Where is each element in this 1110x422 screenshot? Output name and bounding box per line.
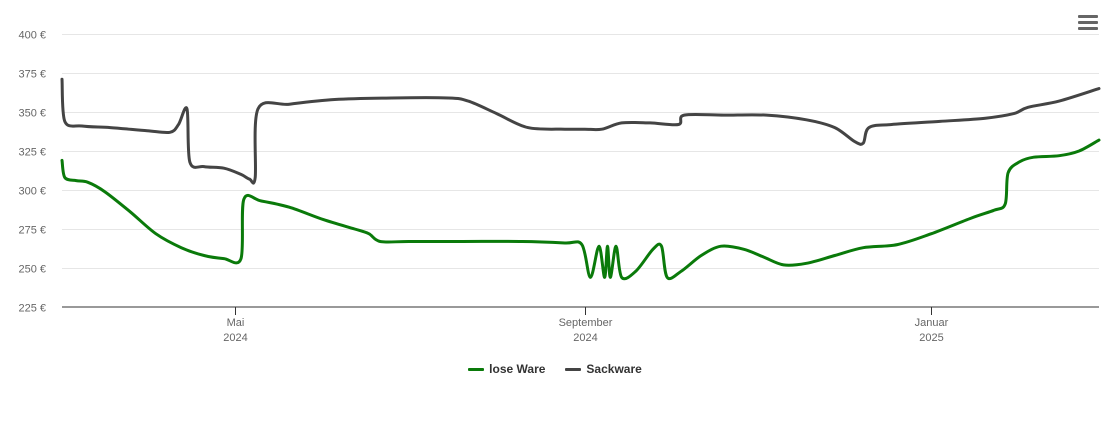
menu-icon-bar — [1078, 27, 1098, 30]
y-tick-label: 250 € — [18, 264, 46, 276]
y-tick-label: 225 € — [18, 303, 46, 315]
y-tick-label: 275 € — [18, 225, 46, 237]
x-tick-label: Mai 2024 — [223, 317, 247, 344]
menu-icon-bar — [1078, 21, 1098, 24]
menu-icon-bar — [1078, 15, 1098, 18]
legend-item-lose-ware[interactable]: lose Ware — [468, 362, 545, 376]
y-axis-tick-labels: 225 € 250 € 275 € 300 € 325 € 350 € 375 € 400 € — [18, 30, 46, 315]
series-line-lose-ware[interactable] — [60, 138, 1101, 281]
chart-context-menu-button[interactable] — [1076, 12, 1100, 34]
x-tick-label: Januar 2025 — [915, 317, 949, 344]
x-axis-ticks: Mai 2024 September 2024 Januar 2025 — [223, 307, 949, 344]
y-tick-label: 300 € — [18, 186, 46, 198]
series-line-sackware[interactable] — [60, 77, 1101, 185]
legend-item-sackware[interactable]: Sackware — [565, 362, 642, 376]
x-tick-label: September 2024 — [559, 317, 613, 344]
chart-legend: lose Ware Sackware — [0, 362, 1110, 376]
legend-swatch-sackware — [565, 367, 582, 371]
y-tick-label: 325 € — [18, 147, 46, 159]
legend-label-sackware: Sackware — [586, 362, 642, 376]
y-tick-label: 375 € — [18, 69, 46, 81]
legend-label-lose-ware: lose Ware — [489, 362, 546, 376]
y-tick-label: 400 € — [18, 30, 46, 42]
grid-lines — [62, 34, 1099, 269]
series-lines — [60, 77, 1101, 281]
legend-swatch-lose-ware — [468, 367, 485, 371]
y-tick-label: 350 € — [18, 108, 46, 120]
